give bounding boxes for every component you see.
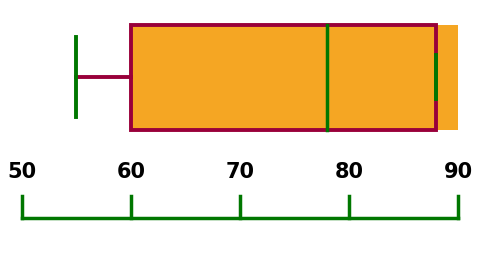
Text: 90: 90 [444, 162, 473, 182]
Text: 70: 70 [226, 162, 254, 182]
Bar [131, 25, 436, 130]
Text: 80: 80 [335, 162, 363, 182]
Text: 60: 60 [117, 162, 145, 182]
Text: 50: 50 [7, 162, 36, 182]
Bar [436, 25, 458, 130]
